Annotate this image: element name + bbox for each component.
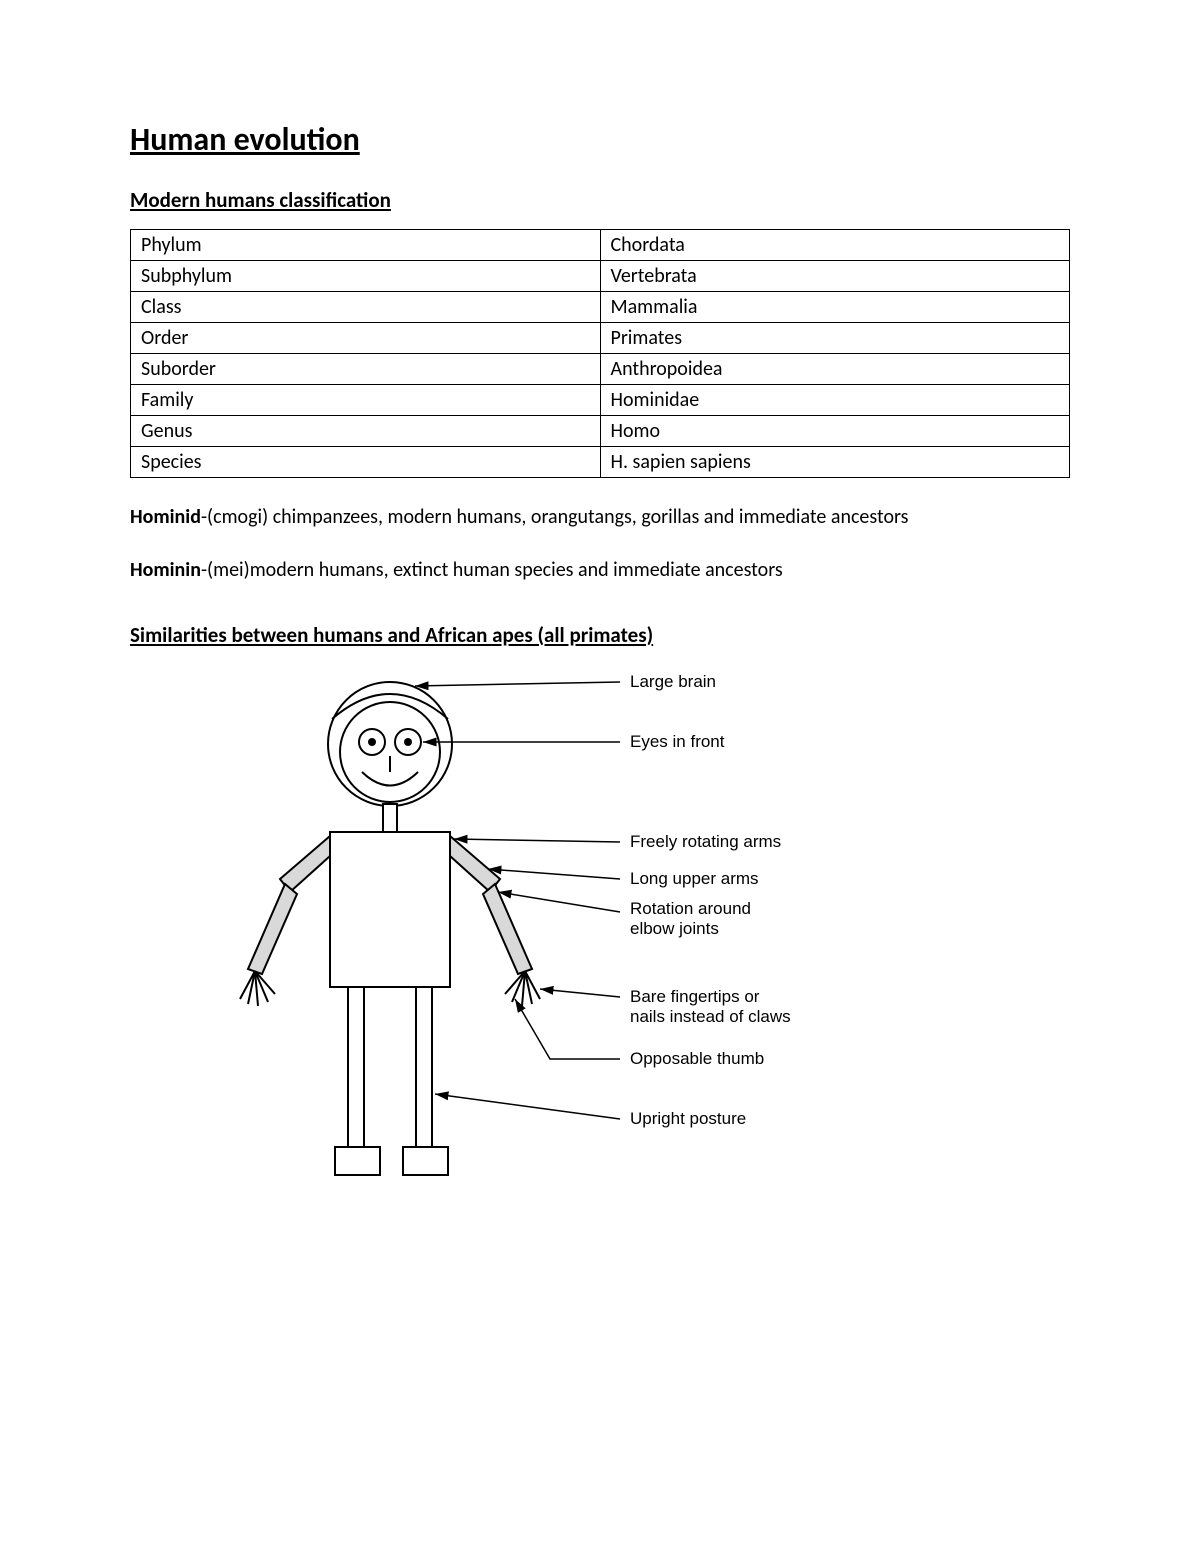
table-row: PhylumChordata	[131, 230, 1070, 261]
table-cell-value: Vertebrata	[600, 261, 1070, 292]
classification-table: PhylumChordataSubphylumVertebrataClassMa…	[130, 229, 1070, 478]
label-long-arms: Long upper arms	[630, 869, 759, 888]
table-cell-value: Chordata	[600, 230, 1070, 261]
table-cell-value: Anthropoidea	[600, 354, 1070, 385]
table-row: FamilyHominidae	[131, 385, 1070, 416]
table-row: SpeciesH. sapien sapiens	[131, 447, 1070, 478]
table-cell-rank: Species	[131, 447, 601, 478]
table-row: ClassMammalia	[131, 292, 1070, 323]
table-cell-value: Primates	[600, 323, 1070, 354]
table-cell-value: Mammalia	[600, 292, 1070, 323]
primate-diagram: Large brain Eyes in front Freely rotatin…	[130, 664, 1070, 1224]
label-elbow-b: elbow joints	[630, 919, 719, 938]
page-title: Human evolution	[130, 120, 1070, 159]
term-hominin: Hominin	[130, 558, 201, 582]
label-elbow-a: Rotation around	[630, 899, 751, 918]
table-row: GenusHomo	[131, 416, 1070, 447]
def-hominid-text: -(cmogi) chimpanzees, modern humans, ora…	[201, 505, 909, 529]
table-cell-rank: Order	[131, 323, 601, 354]
table-cell-rank: Class	[131, 292, 601, 323]
section-title-classification: Modern humans classification	[130, 187, 1070, 213]
table-cell-value: Hominidae	[600, 385, 1070, 416]
table-cell-rank: Phylum	[131, 230, 601, 261]
def-hominin-text: -(mei)modern humans, extinct human speci…	[201, 558, 783, 582]
document-page: Human evolution Modern humans classifica…	[0, 0, 1200, 1284]
label-fingertips-a: Bare fingertips or	[630, 987, 760, 1006]
table-row: OrderPrimates	[131, 323, 1070, 354]
definition-hominid: Hominid-(cmogi) chimpanzees, modern huma…	[130, 504, 1070, 531]
table-cell-value: Homo	[600, 416, 1070, 447]
table-row: SuborderAnthropoidea	[131, 354, 1070, 385]
table-cell-rank: Suborder	[131, 354, 601, 385]
label-fingertips-b: nails instead of claws	[630, 1007, 791, 1026]
table-cell-rank: Genus	[131, 416, 601, 447]
section-title-similarities: Similarities between humans and African …	[130, 622, 1070, 648]
table-cell-rank: Family	[131, 385, 601, 416]
definition-hominin: Hominin-(mei)modern humans, extinct huma…	[130, 557, 1070, 584]
table-row: SubphylumVertebrata	[131, 261, 1070, 292]
table-cell-value: H. sapien sapiens	[600, 447, 1070, 478]
label-large-brain: Large brain	[630, 672, 716, 691]
term-hominid: Hominid	[130, 505, 201, 529]
label-eyes-front: Eyes in front	[630, 732, 725, 751]
table-cell-rank: Subphylum	[131, 261, 601, 292]
label-posture: Upright posture	[630, 1109, 746, 1128]
label-rotating-arms: Freely rotating arms	[630, 832, 781, 851]
label-thumb: Opposable thumb	[630, 1049, 764, 1068]
